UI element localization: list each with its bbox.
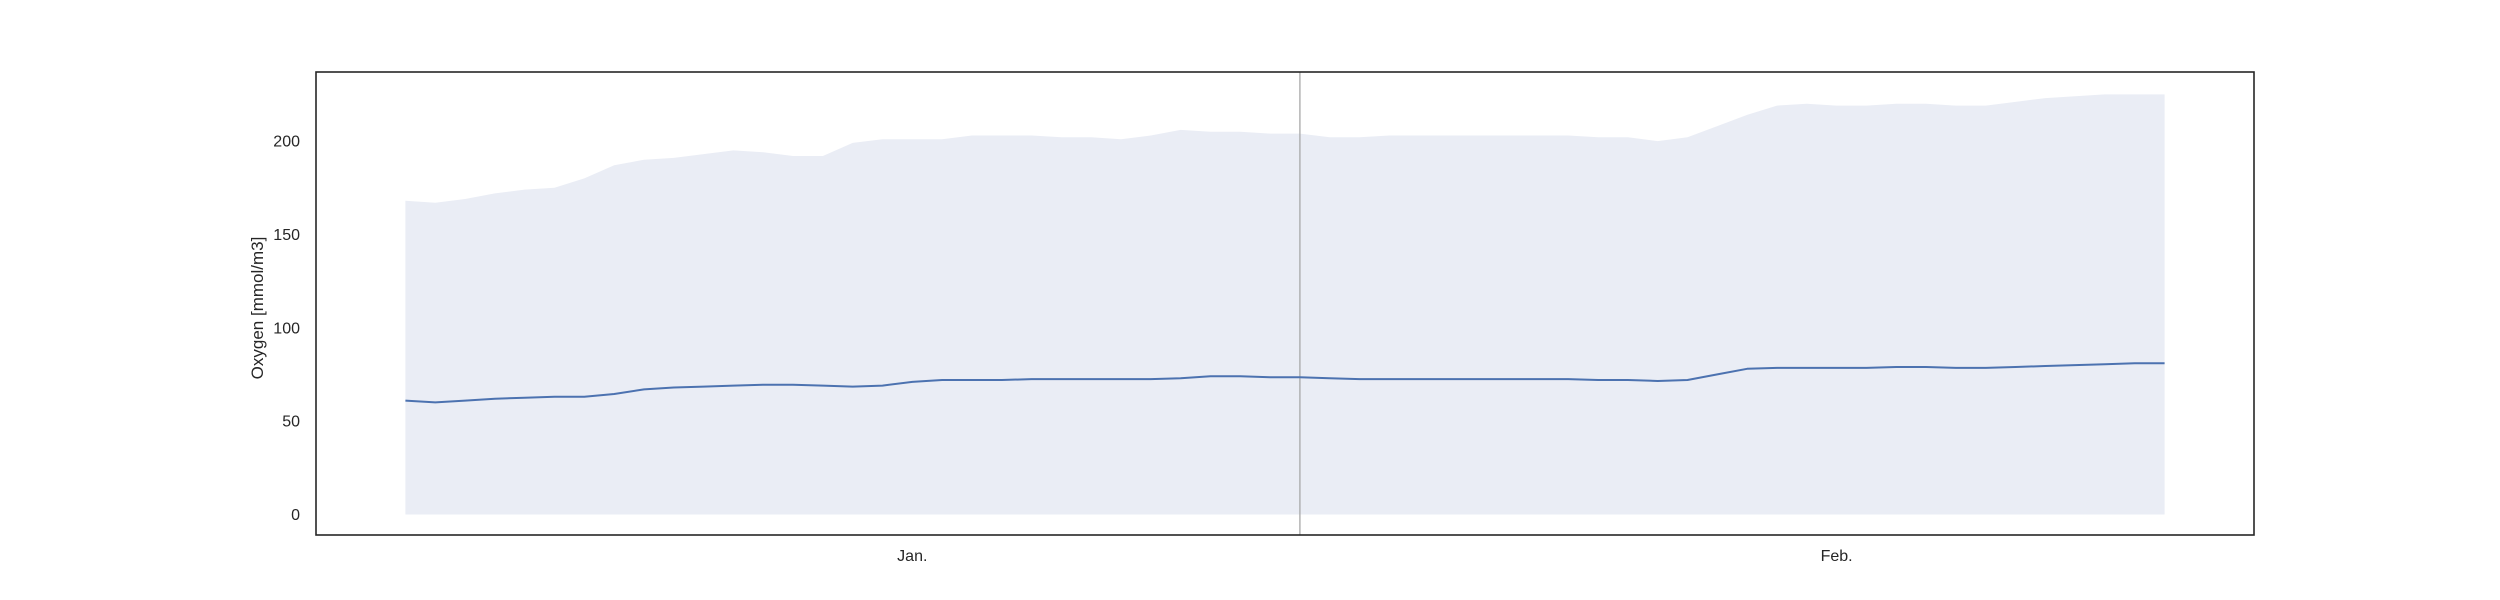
- x-tick-label: Jan.: [897, 548, 927, 565]
- y-axis-label: Oxygen [mmol/m3]: [248, 237, 267, 380]
- x-tick-label: Feb.: [1821, 548, 1853, 565]
- y-tick-label: 50: [282, 414, 300, 431]
- y-tick-label: 100: [273, 320, 300, 337]
- y-tick-label: 200: [273, 134, 300, 151]
- y-tick-label: 150: [273, 227, 300, 244]
- y-tick-label: 0: [291, 507, 300, 524]
- range-band-area: [405, 94, 2165, 515]
- plot-area: [405, 72, 2165, 535]
- oxygen-series-line: [405, 362, 2165, 404]
- axes: 0 50 100 150 200 Jan. Feb.: [273, 71, 2255, 565]
- plot-frame: [315, 71, 2255, 536]
